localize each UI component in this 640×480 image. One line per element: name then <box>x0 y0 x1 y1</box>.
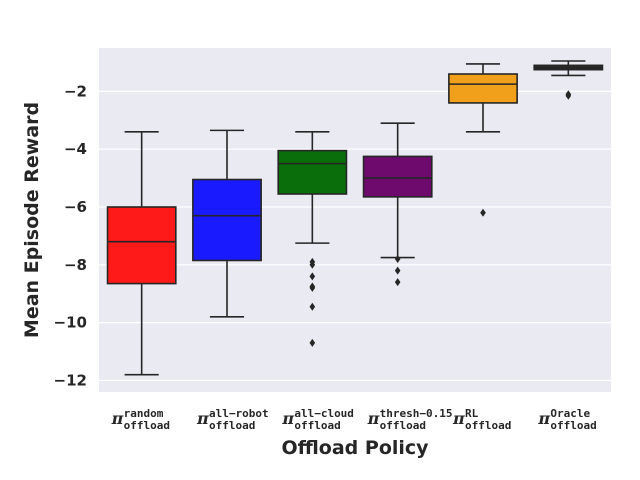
outlier-point <box>394 278 401 287</box>
y-tick-label: −8 <box>64 256 87 274</box>
box-group <box>192 129 262 318</box>
outlier-point <box>394 266 401 275</box>
y-tick-label: −4 <box>64 140 87 158</box>
box-group <box>106 131 177 376</box>
x-tick-subscript: offload <box>380 419 426 432</box>
y-axis-label: Mean Episode Reward <box>21 102 43 338</box>
box <box>106 206 177 285</box>
y-tick-label: −12 <box>54 371 87 389</box>
outlier-point <box>309 302 316 311</box>
x-tick-superscript: all−cloud <box>294 407 354 420</box>
box-group <box>277 131 348 347</box>
x-tick-superscript: RL <box>465 407 479 420</box>
y-tick-label: −6 <box>64 198 87 216</box>
box <box>448 73 518 104</box>
box <box>277 149 348 195</box>
x-tick-symbol: π <box>537 409 550 428</box>
x-tick-symbol: π <box>367 409 380 428</box>
x-tick-subscript: offload <box>124 419 170 432</box>
x-tick-superscript: all−robot <box>209 407 269 420</box>
x-tick-symbol: π <box>281 409 294 428</box>
x-tick-subscript: offload <box>294 419 340 432</box>
x-tick-subscript: offload <box>465 419 511 432</box>
outlier-point <box>309 260 316 269</box>
box <box>362 155 433 198</box>
x-tick-symbol: π <box>111 409 124 428</box>
y-tick-label: −2 <box>64 82 87 100</box>
box-group <box>448 63 518 217</box>
y-tick-label: −10 <box>54 314 87 332</box>
x-tick-symbol: π <box>196 409 209 428</box>
x-tick-subscript: offload <box>550 419 596 432</box>
x-tick-symbol: π <box>452 409 465 428</box>
x-tick-subscript: offload <box>209 419 255 432</box>
outlier-point <box>565 91 572 100</box>
box <box>192 178 262 262</box>
x-axis-label: Offload Policy <box>281 437 429 459</box>
x-tick-superscript: random <box>124 407 164 420</box>
outlier-point <box>480 208 486 217</box>
plot-background <box>99 48 611 392</box>
outlier-point <box>394 255 401 264</box>
outlier-point <box>309 272 316 281</box>
outlier-point <box>309 283 316 292</box>
box-group <box>533 60 604 100</box>
outlier-point <box>309 338 316 347</box>
x-tick-superscript: Oracle <box>550 407 590 420</box>
x-tick-superscript: thresh−0.15 <box>380 407 453 420</box>
box-group <box>362 122 433 287</box>
